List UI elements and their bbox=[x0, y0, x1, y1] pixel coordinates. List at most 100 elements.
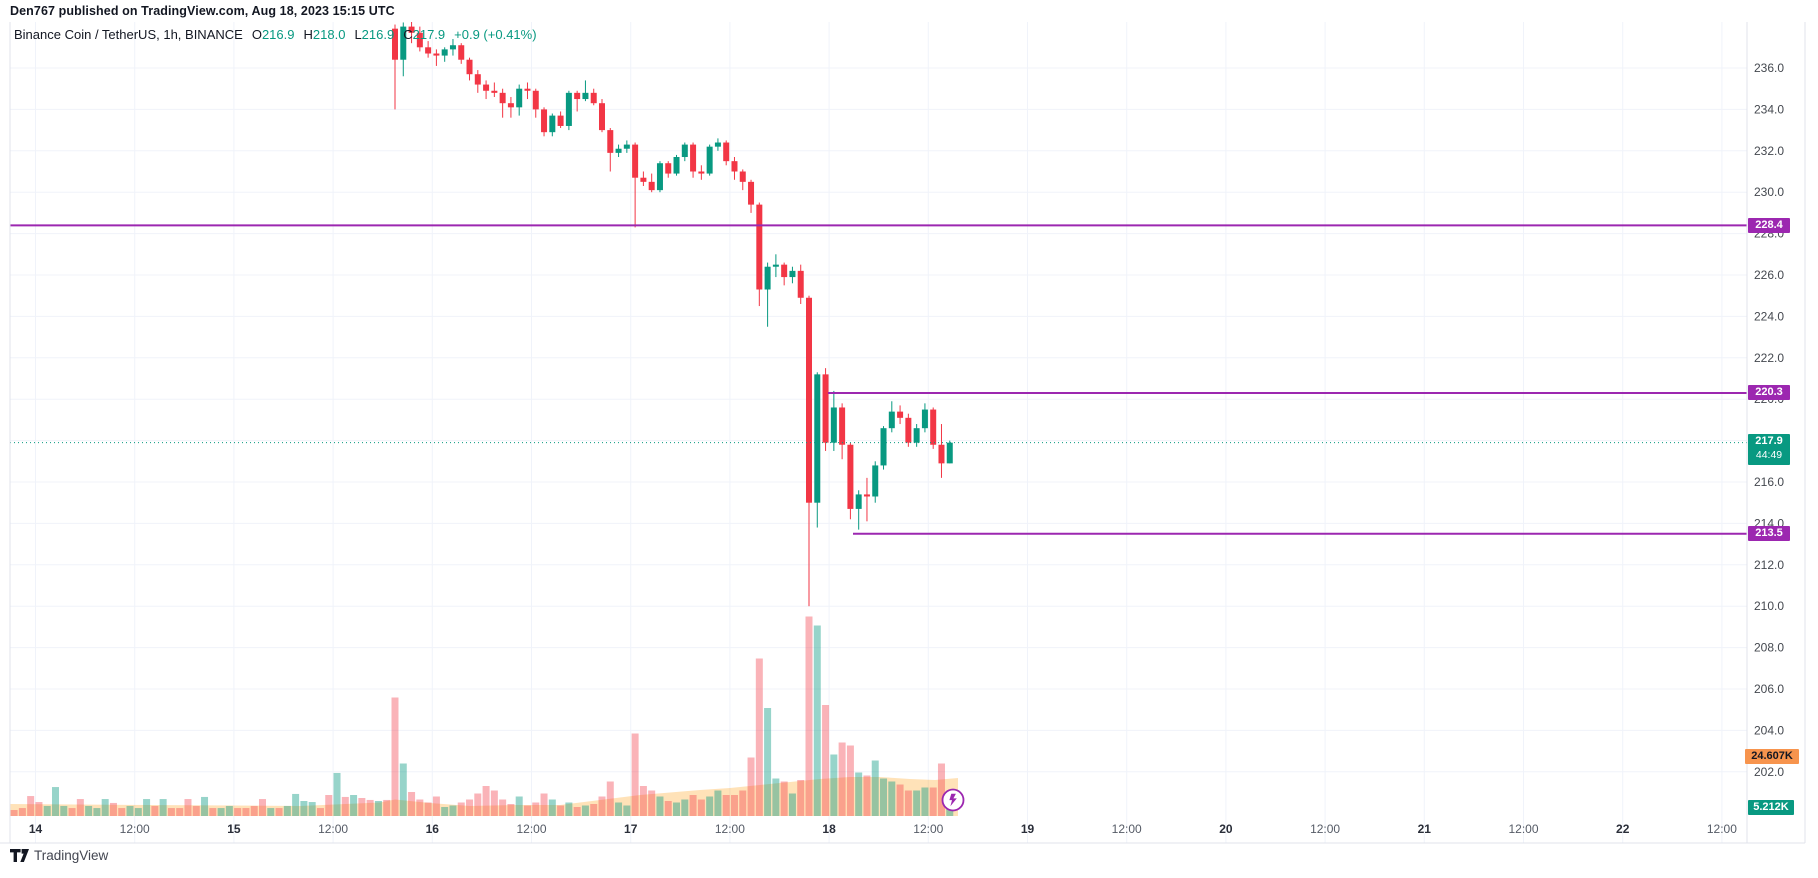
volume-bar bbox=[192, 805, 200, 816]
volume-bar bbox=[383, 799, 391, 816]
time-axis-label: 14 bbox=[29, 822, 43, 836]
price-tick-label: 204.0 bbox=[1754, 723, 1784, 737]
candle-wick bbox=[435, 49, 437, 66]
volume-bar bbox=[134, 808, 142, 816]
volume-bar bbox=[52, 787, 59, 816]
volume-bar bbox=[507, 804, 515, 816]
candle-body bbox=[847, 444, 854, 509]
volume-bar bbox=[482, 786, 490, 816]
volume-bar bbox=[474, 793, 482, 816]
candle-body bbox=[897, 411, 904, 418]
price-scale[interactable] bbox=[1747, 22, 1805, 843]
volume-bar bbox=[399, 763, 407, 816]
volume-bar bbox=[118, 808, 126, 816]
volume-bar bbox=[209, 808, 217, 816]
volume-bar bbox=[242, 808, 250, 816]
volume-bar bbox=[424, 802, 432, 816]
candle-wick bbox=[576, 90, 578, 112]
time-axis-label: 12:00 bbox=[715, 822, 745, 836]
volume-bars-group bbox=[10, 616, 954, 816]
tradingview-logo[interactable]: TradingView bbox=[10, 848, 108, 863]
last-volume-label: 5.212K bbox=[1748, 800, 1794, 815]
volume-bar bbox=[176, 808, 184, 816]
volume-bar bbox=[283, 805, 291, 816]
candle-body bbox=[408, 26, 415, 33]
candle-body bbox=[474, 74, 481, 85]
volume-bar bbox=[888, 781, 896, 816]
published-header: Den767 published on TradingView.com, Aug… bbox=[10, 4, 395, 18]
candle-body bbox=[863, 494, 870, 497]
tradingview-logo-text: TradingView bbox=[34, 848, 109, 863]
candle-body bbox=[681, 144, 688, 158]
time-axis-label: 20 bbox=[1219, 822, 1233, 836]
candle-wick bbox=[866, 477, 868, 522]
volume-bar bbox=[739, 790, 747, 816]
candle-body bbox=[582, 92, 589, 100]
volume-bar bbox=[797, 780, 805, 816]
volume-bar bbox=[689, 795, 697, 816]
candle-body bbox=[441, 49, 448, 56]
legend-change: +0.9 (+0.41%) bbox=[454, 27, 537, 42]
candle-body bbox=[599, 103, 605, 131]
legend-low: L 216.9 bbox=[354, 27, 395, 42]
candle-body bbox=[938, 444, 945, 464]
candle-body bbox=[549, 115, 556, 133]
time-axis-label: 19 bbox=[1021, 822, 1035, 836]
time-axis-label: 12:00 bbox=[1707, 822, 1737, 836]
volume-bar bbox=[772, 778, 780, 816]
volume-bar bbox=[780, 781, 788, 816]
volume-bar bbox=[673, 802, 681, 816]
candle-body bbox=[880, 428, 887, 466]
price-tick-label: 230.0 bbox=[1754, 185, 1784, 199]
symbol-title[interactable]: Binance Coin / TetherUS, 1h, BINANCE bbox=[14, 27, 243, 42]
volume-bar bbox=[10, 810, 18, 816]
volume-bar bbox=[441, 807, 449, 816]
candle-body bbox=[731, 161, 738, 172]
volume-bar bbox=[747, 757, 755, 816]
candle-body bbox=[839, 407, 846, 445]
candle-body bbox=[392, 28, 398, 60]
volume-bar bbox=[523, 805, 531, 816]
volume-bar bbox=[871, 760, 879, 816]
candle-body bbox=[416, 32, 423, 48]
volume-bar bbox=[648, 790, 656, 816]
time-axis-label: 12:00 bbox=[1310, 822, 1340, 836]
volume-bar bbox=[275, 808, 283, 816]
volume-bar bbox=[250, 805, 258, 816]
price-tick-label: 210.0 bbox=[1754, 599, 1784, 613]
candle-body bbox=[855, 494, 862, 509]
volume-bar bbox=[259, 799, 266, 816]
candle-body bbox=[491, 90, 498, 93]
symbol-legend[interactable]: Binance Coin / TetherUS, 1h, BINANCE O 21… bbox=[14, 27, 537, 42]
volume-bar bbox=[681, 799, 689, 816]
volume-bar bbox=[68, 808, 76, 816]
volume-bar bbox=[325, 795, 333, 816]
candle-body bbox=[516, 88, 523, 108]
candle-wick bbox=[584, 80, 586, 102]
volume-bar bbox=[913, 790, 921, 816]
volume-bar bbox=[548, 799, 556, 816]
volume-bar bbox=[333, 772, 341, 816]
candle-body bbox=[706, 146, 713, 174]
candle-body bbox=[921, 409, 928, 429]
volume-bar bbox=[217, 808, 225, 816]
volume-bar bbox=[126, 805, 134, 816]
volume-bar bbox=[788, 793, 796, 816]
price-tick-label: 234.0 bbox=[1754, 102, 1784, 116]
volume-bar bbox=[557, 805, 565, 816]
volume-bar bbox=[93, 808, 101, 816]
volume-bar bbox=[896, 784, 904, 816]
price-tick-label: 224.0 bbox=[1754, 309, 1784, 323]
time-scale[interactable] bbox=[0, 843, 1805, 866]
realtime-lightning-icon[interactable] bbox=[940, 787, 966, 818]
candle-body bbox=[822, 374, 829, 443]
candle-body bbox=[565, 92, 572, 126]
candle-body bbox=[483, 84, 490, 91]
candle-body bbox=[466, 59, 473, 75]
volume-bar bbox=[85, 805, 93, 816]
candle-body bbox=[814, 374, 821, 503]
volume-bar bbox=[656, 796, 664, 816]
candle-body bbox=[739, 171, 746, 182]
time-axis-label: 12:00 bbox=[1508, 822, 1538, 836]
